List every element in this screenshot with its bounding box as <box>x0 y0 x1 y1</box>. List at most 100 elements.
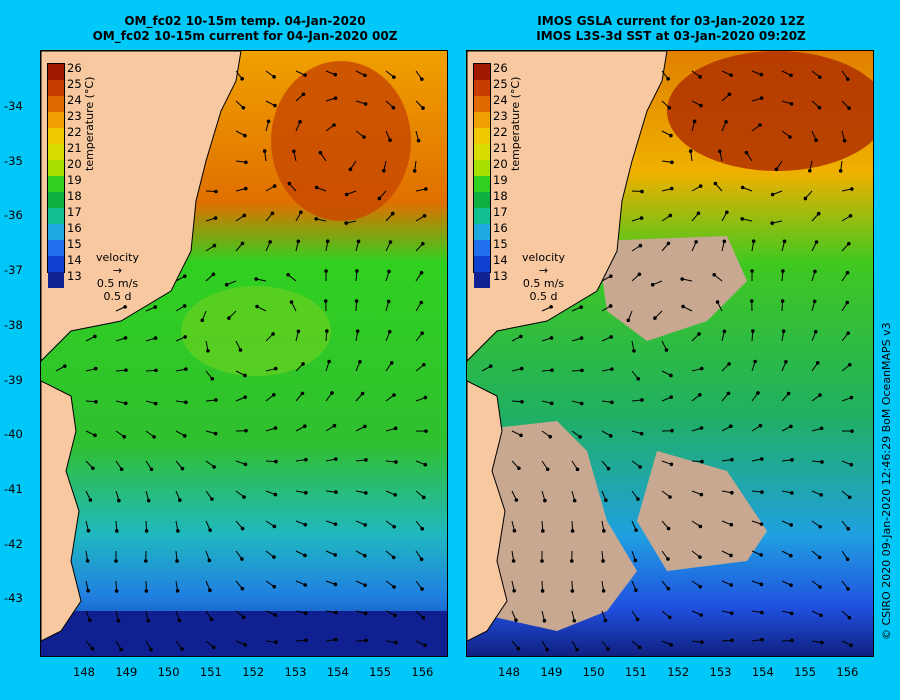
current-arrow-head <box>362 135 366 139</box>
current-arrow-head <box>722 329 727 334</box>
current-arrow-head <box>333 582 338 587</box>
colorbar-segment <box>48 176 64 192</box>
current-arrow-head <box>420 77 424 81</box>
current-arrow-head <box>243 186 248 191</box>
colorbar-segment <box>48 160 64 176</box>
current-arrow-head <box>180 466 185 471</box>
current-arrow-head <box>698 584 703 589</box>
current-arrow-head <box>519 433 523 438</box>
current-arrow-head <box>847 615 852 620</box>
current-arrow-head <box>634 528 638 532</box>
current-arrow-head <box>318 150 323 155</box>
left-velocity-legend: velocity → 0.5 m/s 0.5 d <box>96 251 139 303</box>
current-arrow-head <box>850 429 854 433</box>
colorbar-segment <box>48 192 64 208</box>
current-arrow-head <box>570 559 574 563</box>
current-arrow-head <box>730 490 734 495</box>
current-arrow-head <box>635 617 640 622</box>
colorbar-segment <box>474 96 490 112</box>
current-arrow-head <box>816 211 821 216</box>
current-arrow-head <box>846 527 851 531</box>
current-arrow-head <box>209 617 214 622</box>
current-arrow-head <box>759 522 764 526</box>
colorbar-segment <box>474 80 490 96</box>
current-arrow-head <box>388 138 392 142</box>
current-arrow-head <box>124 368 128 372</box>
left-coast-land <box>41 51 242 362</box>
colorbar-segment <box>474 208 490 224</box>
current-arrow-head <box>144 559 148 563</box>
current-arrow-head <box>213 431 218 436</box>
current-arrow-head <box>122 434 127 439</box>
current-arrow-head <box>575 647 579 652</box>
current-arrow-head <box>609 335 613 339</box>
current-arrow-head <box>382 168 386 173</box>
colorbar-segment <box>48 144 64 160</box>
current-arrow-head <box>818 585 822 589</box>
colorbar-tick-label: 22 <box>67 125 82 139</box>
current-arrow-head <box>668 213 673 218</box>
current-arrow-head <box>302 424 307 429</box>
current-arrow-head <box>180 647 184 651</box>
current-arrow-head <box>740 185 745 190</box>
current-arrow-head <box>680 277 684 281</box>
current-arrow-head <box>818 524 822 529</box>
colorbar-segment <box>48 272 64 288</box>
current-arrow-head <box>420 331 424 335</box>
current-arrow-head <box>789 102 794 106</box>
current-arrow-head <box>848 214 853 218</box>
current-arrow-head <box>390 211 395 216</box>
current-arrow-head <box>348 167 353 172</box>
current-arrow-head <box>727 362 731 366</box>
current-arrow-head <box>206 349 210 353</box>
current-arrow-head <box>845 270 850 275</box>
colorbar-tick-label: 19 <box>493 173 508 187</box>
current-arrow-head <box>270 211 275 216</box>
current-arrow-head <box>273 613 277 617</box>
x-tick-label: 156 <box>836 665 859 679</box>
current-arrow-head <box>758 423 763 428</box>
current-arrow-head <box>389 361 394 365</box>
current-arrow-head <box>244 160 248 165</box>
current-arrow-head <box>298 120 302 124</box>
colorbar-segment <box>48 96 64 112</box>
current-arrow-head <box>273 426 278 430</box>
colorbar-tick-label: 16 <box>67 221 82 235</box>
current-arrow-head <box>610 367 614 371</box>
current-arrow-head <box>751 239 756 243</box>
right-current-arrows <box>481 70 854 652</box>
current-arrow-head <box>272 392 276 397</box>
current-arrow-head <box>729 73 733 77</box>
current-arrow-head <box>241 105 246 110</box>
current-arrow-head <box>845 300 850 305</box>
current-arrow-head <box>210 377 215 381</box>
colorbar-tick-label: 21 <box>493 141 508 155</box>
current-arrow-head <box>289 300 294 304</box>
current-arrow-head <box>512 588 516 593</box>
current-arrow-head <box>718 149 722 154</box>
current-arrow-head <box>819 493 823 497</box>
y-tick-label: -36 <box>4 208 23 223</box>
current-arrow-head <box>416 138 421 143</box>
current-arrow-head <box>640 398 644 402</box>
current-arrow-head <box>819 426 824 431</box>
current-arrow-head <box>115 529 119 533</box>
current-arrow-head <box>333 72 338 77</box>
current-arrow-head <box>211 645 216 650</box>
colorbar-tick-label: 20 <box>493 157 508 171</box>
current-arrow-head <box>669 133 673 138</box>
current-arrow-head <box>820 640 824 645</box>
current-arrow-head <box>392 75 396 79</box>
current-arrow-head <box>570 529 575 533</box>
right-panel-title: IMOS GSLA current for 03-Jan-2020 12Z IM… <box>466 14 876 44</box>
current-arrow-head <box>254 277 258 281</box>
current-arrow-head <box>653 316 657 320</box>
current-arrow-head <box>364 458 368 462</box>
current-arrow-head <box>781 269 785 273</box>
current-arrow-head <box>819 613 823 618</box>
current-arrow-head <box>296 239 301 244</box>
current-arrow-head <box>240 241 245 246</box>
colorbar-segment <box>474 112 490 128</box>
velocity-speed: 0.5 m/s <box>522 277 565 290</box>
current-arrow-head <box>722 239 727 244</box>
